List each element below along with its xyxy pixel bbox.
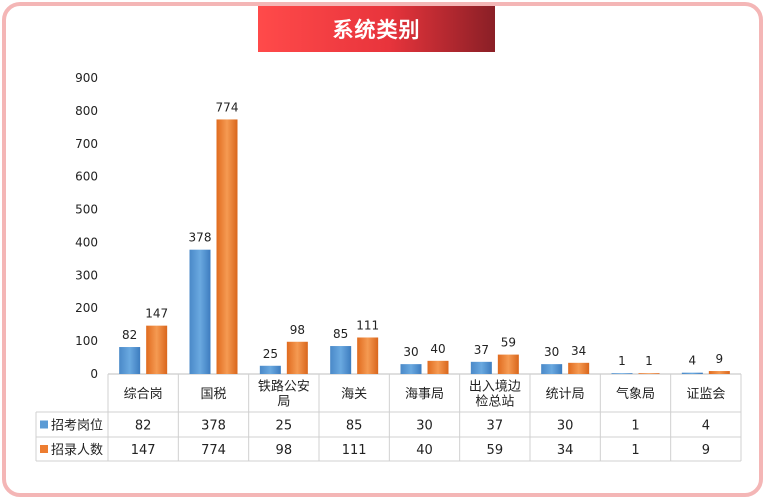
table-cell-value: 4: [702, 419, 710, 434]
y-tick-label: 0: [90, 367, 98, 381]
legend-label: 招录人数: [51, 443, 103, 458]
bar-positions: [259, 365, 281, 374]
x-category-label: 出入境边: [469, 380, 521, 395]
table-cell-value: 378: [201, 419, 226, 434]
bar-hires: [497, 354, 519, 374]
table-cell-value: 30: [416, 419, 433, 434]
y-tick-label: 900: [75, 71, 98, 85]
bar-hires: [357, 337, 379, 374]
table-cell-value: 40: [416, 443, 433, 458]
y-tick-label: 200: [75, 301, 98, 315]
data-label: 4: [689, 354, 697, 368]
data-label: 82: [122, 328, 137, 342]
x-category-label: 综合岗: [124, 387, 163, 402]
data-label: 37: [474, 343, 489, 357]
x-category-label: 统计局: [546, 387, 585, 402]
data-label: 59: [501, 336, 516, 350]
data-label: 111: [356, 318, 379, 332]
bar-hires: [286, 341, 308, 374]
table-cell-value: 9: [702, 443, 710, 458]
bar-positions: [681, 372, 703, 374]
table-cell-value: 37: [487, 419, 504, 434]
data-label: 9: [716, 352, 724, 366]
table-cell-value: 25: [276, 419, 293, 434]
x-category-label: 证监会: [686, 387, 725, 402]
data-label: 1: [618, 354, 626, 368]
y-tick-label: 800: [75, 104, 98, 118]
y-tick-label: 700: [75, 137, 98, 151]
table-cell-value: 34: [557, 443, 574, 458]
data-label: 30: [544, 345, 559, 359]
title-banner: 系统类别: [258, 6, 495, 52]
bar-hires: [708, 371, 730, 374]
data-label: 774: [216, 100, 239, 114]
x-category-label: 局: [277, 395, 290, 410]
table-cell-value: 82: [135, 419, 152, 434]
table-cell-value: 30: [557, 419, 574, 434]
table-cell-value: 1: [631, 419, 639, 434]
table-cell-value: 1: [631, 443, 639, 458]
bar-hires: [216, 119, 238, 374]
y-tick-label: 500: [75, 203, 98, 217]
data-label: 25: [263, 347, 278, 361]
bar-hires: [427, 360, 449, 374]
legend-key: [40, 420, 48, 429]
legend-key: [40, 445, 48, 453]
x-category-label: 铁路公安: [258, 379, 310, 395]
y-tick-label: 100: [75, 334, 98, 348]
data-label: 40: [430, 342, 445, 356]
bar-positions: [400, 364, 422, 374]
data-label: 378: [189, 231, 212, 245]
table-cell-value: 111: [342, 443, 367, 458]
table-cell-value: 147: [131, 443, 156, 458]
y-tick-label: 300: [75, 268, 98, 282]
bar-positions: [611, 373, 633, 374]
table-cell-value: 98: [276, 443, 293, 458]
table-cell-value: 774: [201, 443, 226, 458]
bar-positions: [119, 347, 141, 374]
bar-hires: [146, 325, 168, 374]
data-label: 98: [290, 323, 305, 337]
chart-title: 系统类别: [332, 18, 421, 42]
bar-hires: [638, 373, 660, 374]
table-cell-value: 59: [487, 443, 504, 458]
bar-hires: [568, 362, 590, 374]
data-label: 1: [645, 354, 653, 368]
data-label: 147: [145, 307, 168, 321]
bar-positions: [189, 249, 211, 374]
x-category-label: 检总站: [475, 395, 514, 410]
bar-positions: [470, 361, 492, 374]
y-tick-label: 400: [75, 235, 98, 249]
bar-positions: [541, 364, 563, 374]
y-tick-label: 600: [75, 170, 98, 184]
x-category-label: 海关: [341, 387, 367, 402]
data-label: 34: [571, 344, 586, 358]
x-category-label: 国税: [200, 387, 226, 402]
x-category-label: 气象局: [616, 386, 655, 402]
table-cell-value: 85: [346, 419, 363, 434]
bar-positions: [330, 346, 352, 374]
data-label: 85: [333, 327, 348, 341]
legend-label: 招考岗位: [51, 419, 103, 434]
data-label: 30: [403, 345, 418, 359]
x-category-label: 海事局: [405, 387, 444, 402]
